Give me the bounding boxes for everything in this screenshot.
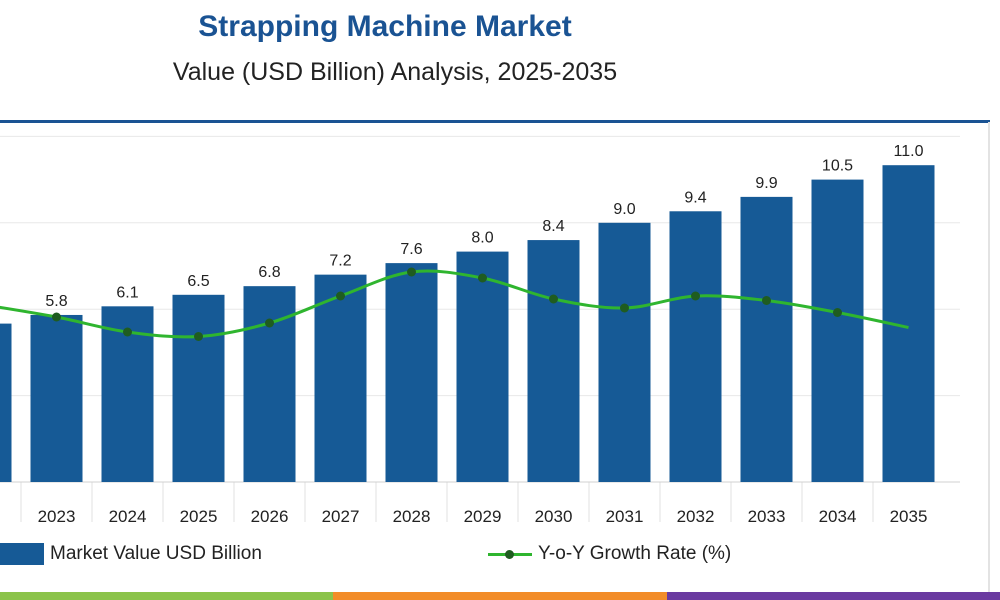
bar-2027 [315, 275, 367, 482]
x-tick-2034: 2034 [819, 507, 857, 526]
x-tick-2029: 2029 [464, 507, 502, 526]
growth-point-2028 [407, 268, 416, 277]
legend-bar-swatch [0, 543, 44, 565]
footer-segment-3 [667, 592, 1000, 600]
bar-2032 [670, 211, 722, 482]
bar-2034 [812, 180, 864, 482]
growth-point-2030 [549, 295, 558, 304]
footer-segment-1 [0, 592, 333, 600]
growth-point-2029 [478, 274, 487, 283]
growth-point-2031 [620, 304, 629, 313]
bar-label-2029: 8.0 [471, 230, 493, 247]
legend-label-growth-rate: Y-o-Y Growth Rate (%) [538, 543, 731, 565]
x-tick-2027: 2027 [322, 507, 360, 526]
bar-label-2024: 6.1 [116, 284, 138, 301]
growth-point-2034 [833, 308, 842, 317]
growth-point-2033 [762, 296, 771, 305]
x-tick-2028: 2028 [393, 507, 431, 526]
bar-2022 [0, 324, 12, 482]
bar-2025 [173, 295, 225, 482]
bar-label-2023: 5.8 [45, 293, 67, 310]
legend-label-market-value: Market Value USD Billion [50, 543, 262, 565]
bar-2031 [599, 223, 651, 482]
growth-point-2032 [691, 292, 700, 301]
growth-point-2024 [123, 328, 132, 337]
footer-segment-2 [333, 592, 666, 600]
x-tick-2031: 2031 [606, 507, 644, 526]
bar-label-2034: 10.5 [822, 158, 853, 175]
bar-label-2033: 9.9 [755, 175, 777, 192]
x-tick-2032: 2032 [677, 507, 715, 526]
bar-2030 [528, 240, 580, 482]
growth-point-2026 [265, 319, 274, 328]
x-tick-2035: 2035 [890, 507, 928, 526]
bar-2029 [457, 252, 509, 482]
x-tick-2033: 2033 [748, 507, 786, 526]
growth-point-2023 [52, 313, 61, 322]
x-tick-2026: 2026 [251, 507, 289, 526]
growth-point-2025 [194, 332, 203, 341]
bar-label-2028: 7.6 [400, 241, 422, 258]
x-tick-2030: 2030 [535, 507, 573, 526]
bar-label-2025: 6.5 [187, 273, 209, 290]
x-tick-2025: 2025 [180, 507, 218, 526]
bar-label-2030: 8.4 [542, 218, 564, 235]
bar-label-2031: 9.0 [613, 201, 635, 218]
bar-label-2032: 9.4 [684, 189, 706, 206]
growth-point-2027 [336, 292, 345, 301]
bar-label-2026: 6.8 [258, 264, 280, 281]
x-tick-2024: 2024 [109, 507, 147, 526]
legend-line-swatch [488, 547, 532, 561]
bar-label-2035: 11.0 [894, 143, 924, 160]
legend-item-market-value: Market Value USD Billion [0, 543, 262, 565]
bar-label-2027: 7.2 [329, 253, 351, 270]
bar-2028 [386, 263, 438, 482]
legend-item-growth-rate: Y-o-Y Growth Rate (%) [488, 543, 731, 565]
footer-color-strip [0, 592, 1000, 600]
bar-2023 [31, 315, 83, 482]
x-tick-2023: 2023 [38, 507, 76, 526]
bar-2033 [741, 197, 793, 482]
